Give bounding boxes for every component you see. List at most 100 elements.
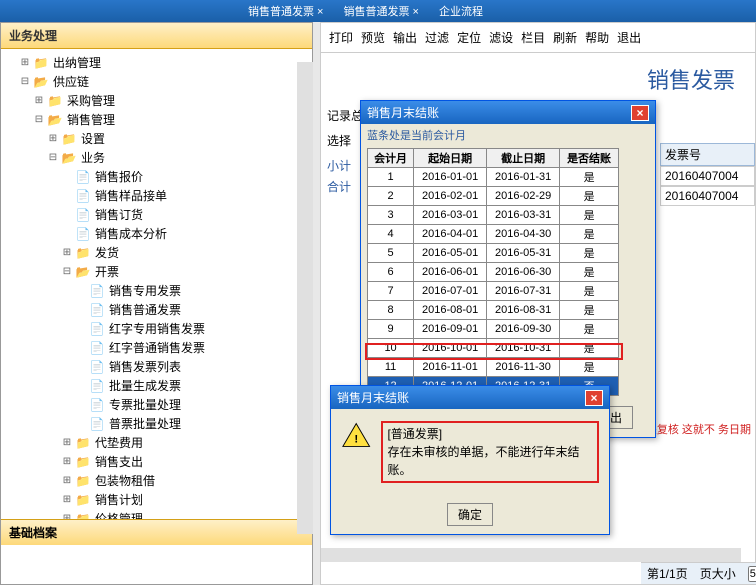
expander-icon[interactable]: ⊞ <box>61 437 73 448</box>
tree-label: 销售发票列表 <box>107 358 183 375</box>
toolbar-item[interactable]: 帮助 <box>585 29 609 46</box>
table-cell: 是 <box>560 244 619 263</box>
tree-node[interactable]: 📄销售成本分析 <box>5 224 308 243</box>
expander-icon[interactable]: ⊟ <box>33 114 45 125</box>
expander-icon[interactable]: ⊟ <box>47 152 59 163</box>
tab[interactable]: 企业流程 <box>431 1 491 21</box>
tree-node[interactable]: 📄销售发票列表 <box>5 357 308 376</box>
expander-icon[interactable]: ⊟ <box>61 266 73 277</box>
tree-node[interactable]: ⊟📂开票 <box>5 262 308 281</box>
expander-icon[interactable]: ⊞ <box>61 475 73 486</box>
table-cell: 2016-11-30 <box>487 358 560 377</box>
tree-label: 销售计划 <box>93 491 145 508</box>
tree-node[interactable]: 📄红字专用销售发票 <box>5 319 308 338</box>
folder-icon: 📁 <box>75 474 91 488</box>
tree-node[interactable]: ⊞📁发货 <box>5 243 308 262</box>
toolbar-item[interactable]: 刷新 <box>553 29 577 46</box>
table-cell: 是 <box>560 282 619 301</box>
table-cell: 2016-04-30 <box>487 225 560 244</box>
tree-node[interactable]: 📄销售普通发票 <box>5 300 308 319</box>
tree-node[interactable]: 📄普票批量处理 <box>5 414 308 433</box>
table-cell: 2016-08-01 <box>414 301 487 320</box>
table-cell: 2016-10-31 <box>487 339 560 358</box>
tree-node[interactable]: ⊞📁出纳管理 <box>5 53 308 72</box>
tree-node[interactable]: 📄销售专用发票 <box>5 281 308 300</box>
expander-icon[interactable]: ⊟ <box>19 76 31 87</box>
tree-node[interactable]: ⊞📁采购管理 <box>5 91 308 110</box>
left-panel: 业务处理 ⊞📁出纳管理⊟📂供应链⊞📁采购管理⊟📂销售管理⊞📁设置⊟📂业务📄销售报… <box>0 22 313 585</box>
doc-icon: 📄 <box>89 303 105 317</box>
toolbar-item[interactable]: 滤设 <box>489 29 513 46</box>
toolbar-item[interactable]: 退出 <box>617 29 641 46</box>
dialog-titlebar[interactable]: 销售月末结账 × <box>361 101 655 124</box>
tree-label: 红字专用销售发票 <box>107 320 207 337</box>
table-row[interactable]: 32016-03-012016-03-31是 <box>368 206 619 225</box>
folder-icon: 📁 <box>75 512 91 520</box>
tree-node[interactable]: ⊞📁设置 <box>5 129 308 148</box>
ok-button[interactable]: 确定 <box>447 503 493 526</box>
table-cell: 2016-03-31 <box>487 206 560 225</box>
table-cell: 6 <box>368 263 414 282</box>
expander-icon[interactable]: ⊞ <box>33 95 45 106</box>
tab[interactable]: 销售普通发票 × <box>335 1 426 21</box>
table-row[interactable]: 102016-10-012016-10-31是 <box>368 339 619 358</box>
tree-node[interactable]: ⊞📁价格管理 <box>5 509 308 519</box>
toolbar-item[interactable]: 预览 <box>361 29 385 46</box>
table-row[interactable]: 52016-05-012016-05-31是 <box>368 244 619 263</box>
tree-label: 专票批量处理 <box>107 396 183 413</box>
toolbar-item[interactable]: 过滤 <box>425 29 449 46</box>
tree-node[interactable]: ⊞📁包装物租借 <box>5 471 308 490</box>
tree-label: 批量生成发票 <box>107 377 183 394</box>
invoice-cell[interactable]: 20160407004 <box>660 166 755 186</box>
folder-icon: 📁 <box>75 493 91 507</box>
table-cell: 2016-06-01 <box>414 263 487 282</box>
table-row[interactable]: 12016-01-012016-01-31是 <box>368 168 619 187</box>
expander-icon[interactable]: ⊞ <box>61 513 73 519</box>
tree-node[interactable]: 📄销售订货 <box>5 205 308 224</box>
table-row[interactable]: 62016-06-012016-06-30是 <box>368 263 619 282</box>
table-row[interactable]: 22016-02-012016-02-29是 <box>368 187 619 206</box>
table-row[interactable]: 42016-04-012016-04-30是 <box>368 225 619 244</box>
tree-node[interactable]: ⊞📁销售计划 <box>5 490 308 509</box>
scrollbar-horizontal[interactable] <box>321 548 741 562</box>
tab[interactable]: 销售普通发票 × <box>240 1 331 21</box>
tree-scrollbar[interactable] <box>297 62 313 534</box>
tree-node[interactable]: 📄销售报价 <box>5 167 308 186</box>
expander-icon[interactable]: ⊞ <box>47 133 59 144</box>
tree-node[interactable]: ⊟📂业务 <box>5 148 308 167</box>
expander-icon[interactable]: ⊞ <box>61 247 73 258</box>
table-row[interactable]: 82016-08-012016-08-31是 <box>368 301 619 320</box>
table-row[interactable]: 92016-09-012016-09-30是 <box>368 320 619 339</box>
table-row[interactable]: 112016-11-012016-11-30是 <box>368 358 619 377</box>
invoice-cell[interactable]: 20160407004 <box>660 186 755 206</box>
expander-icon[interactable]: ⊞ <box>19 57 31 68</box>
tree-node[interactable]: 📄销售样品接单 <box>5 186 308 205</box>
table-row[interactable]: 72016-07-012016-07-31是 <box>368 282 619 301</box>
toolbar-item[interactable]: 定位 <box>457 29 481 46</box>
tree-node[interactable]: ⊟📂销售管理 <box>5 110 308 129</box>
table-header: 会计月 <box>368 149 414 168</box>
close-icon[interactable]: × <box>585 390 603 406</box>
tree-node[interactable]: 📄批量生成发票 <box>5 376 308 395</box>
table-cell: 1 <box>368 168 414 187</box>
tree-node[interactable]: ⊞📁代垫费用 <box>5 433 308 452</box>
tree-node[interactable]: 📄专票批量处理 <box>5 395 308 414</box>
tree-node[interactable]: ⊟📂供应链 <box>5 72 308 91</box>
folder-icon: 📁 <box>75 246 91 260</box>
tree-node[interactable]: ⊞📁销售支出 <box>5 452 308 471</box>
expander-icon[interactable]: ⊞ <box>61 456 73 467</box>
toolbar-item[interactable]: 栏目 <box>521 29 545 46</box>
toolbar-item[interactable]: 输出 <box>393 29 417 46</box>
page-size-input[interactable] <box>748 566 756 582</box>
tree[interactable]: ⊞📁出纳管理⊟📂供应链⊞📁采购管理⊟📂销售管理⊞📁设置⊟📂业务📄销售报价📄销售样… <box>1 49 312 519</box>
close-icon[interactable]: × <box>631 105 649 121</box>
tree-label: 代垫费用 <box>93 434 145 451</box>
expander-icon[interactable]: ⊞ <box>61 494 73 505</box>
toolbar-item[interactable]: 打印 <box>329 29 353 46</box>
table-cell: 10 <box>368 339 414 358</box>
dialog-titlebar[interactable]: 销售月末结账 × <box>331 386 609 409</box>
page-size-label: 页大小 <box>700 565 736 582</box>
left-footer[interactable]: 基础档案 <box>1 519 312 545</box>
table-cell: 2016-01-31 <box>487 168 560 187</box>
tree-node[interactable]: 📄红字普通销售发票 <box>5 338 308 357</box>
